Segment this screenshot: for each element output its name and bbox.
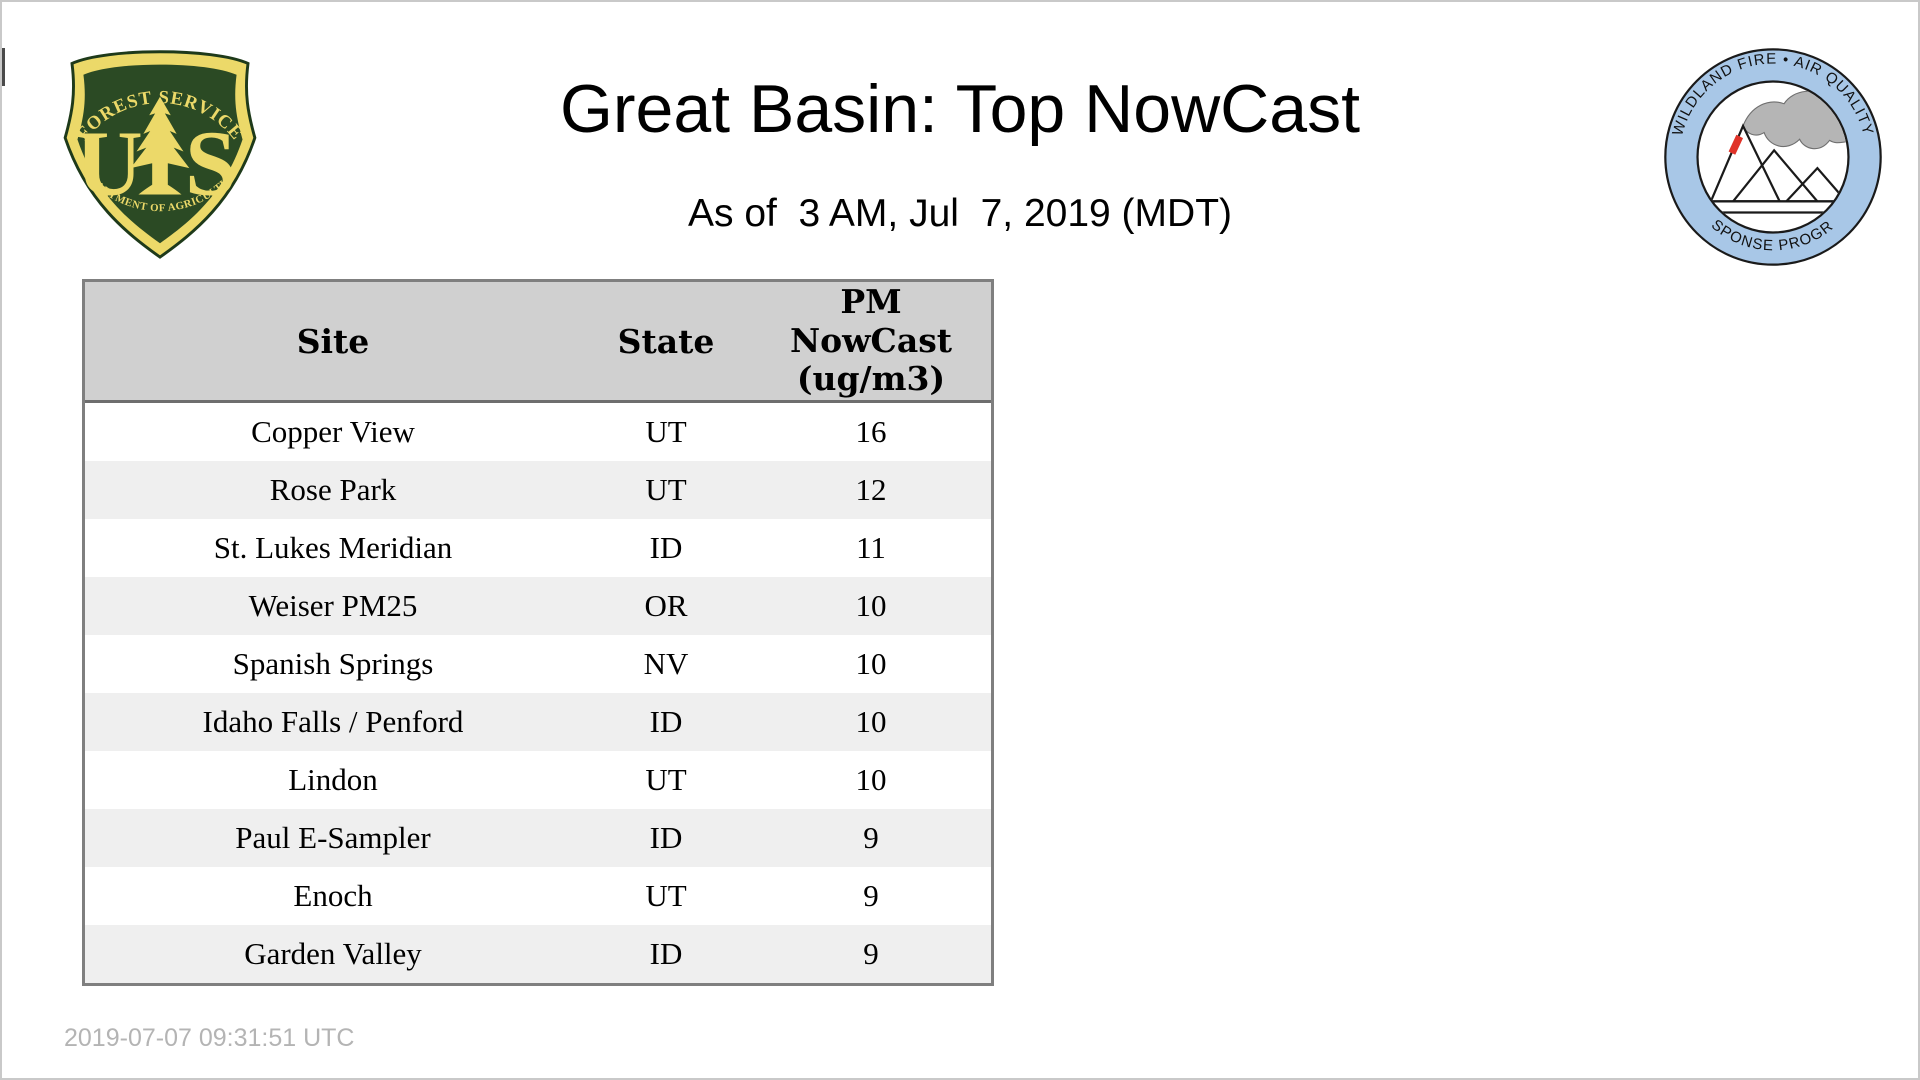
- table-row: Garden Valley ID 9: [85, 925, 991, 983]
- mountains-icon: [1701, 123, 1848, 214]
- site-cell: St. Lukes Meridian: [213, 530, 453, 565]
- page-title: Great Basin: Top NowCast: [560, 71, 1360, 147]
- table-row: Lindon UT 10: [85, 751, 991, 809]
- table-row: Idaho Falls / Penford ID 10: [85, 693, 991, 751]
- state-cell: UT: [645, 878, 687, 913]
- fire-mark-icon: [1728, 134, 1744, 155]
- state-cell: OR: [644, 588, 688, 623]
- pm-header-line: PM: [840, 281, 902, 321]
- state-cell: UT: [645, 414, 687, 449]
- pm-header-line: (ug/m3): [796, 359, 946, 399]
- state-cell: ID: [649, 704, 683, 739]
- site-cell: Garden Valley: [244, 936, 422, 971]
- site-cell: Idaho Falls / Penford: [202, 704, 464, 739]
- site-cell: Paul E-Sampler: [235, 820, 431, 855]
- forest-service-logo: FOREST SERVICE DEPARTMENT OF AGRICULTURE…: [58, 31, 258, 262]
- value-cell: 10: [855, 704, 887, 739]
- nowcast-table: Site State PM NowCast (ug/m3) Copper Vie…: [82, 279, 994, 986]
- value-cell: 12: [855, 472, 887, 507]
- state-cell: UT: [645, 762, 687, 797]
- site-cell: Rose Park: [269, 472, 397, 507]
- pm-header-line: NowCast: [789, 320, 953, 360]
- screen-edge-artifact: [2, 48, 5, 86]
- column-header-site: Site: [296, 321, 370, 361]
- state-cell: NV: [643, 646, 689, 681]
- generated-timestamp: 2019-07-07 09:31:51 UTC: [64, 1024, 355, 1052]
- site-cell: Enoch: [293, 878, 373, 913]
- value-cell: 9: [863, 936, 879, 971]
- page-subtitle: As of 3 AM, Jul 7, 2019 (MDT): [687, 192, 1233, 235]
- value-cell: 16: [855, 414, 887, 449]
- forest-service-letter-s: S: [185, 113, 237, 216]
- table-header-row: Site State PM NowCast (ug/m3): [85, 282, 991, 403]
- pine-tree-icon: [130, 96, 190, 195]
- state-cell: ID: [649, 820, 683, 855]
- site-cell: Lindon: [288, 762, 378, 797]
- site-cell: Weiser PM25: [248, 588, 418, 623]
- forest-service-letter-u: U: [76, 113, 143, 216]
- value-cell: 10: [855, 762, 887, 797]
- value-cell: 10: [855, 646, 887, 681]
- state-cell: UT: [645, 472, 687, 507]
- site-cell: Copper View: [251, 414, 415, 449]
- table-row: Weiser PM25 OR 10: [85, 577, 991, 635]
- column-header-pm-nowcast: PM NowCast (ug/m3): [751, 281, 991, 400]
- wfaqrp-badge-icon: WILDLAND FIRE • AIR QUALITY RESPONSE PRO…: [1655, 33, 1882, 266]
- table-row: St. Lukes Meridian ID 11: [85, 519, 991, 577]
- table-row: Paul E-Sampler ID 9: [85, 809, 991, 867]
- wfaqrp-logo: WILDLAND FIRE • AIR QUALITY RESPONSE PRO…: [1655, 33, 1884, 268]
- value-cell: 10: [855, 588, 887, 623]
- value-cell: 9: [863, 878, 879, 913]
- forest-service-shield-icon: FOREST SERVICE DEPARTMENT OF AGRICULTURE…: [58, 31, 257, 259]
- value-cell: 9: [863, 820, 879, 855]
- table-row: Copper View UT 16: [85, 403, 991, 461]
- table-row: Enoch UT 9: [85, 867, 991, 925]
- state-cell: ID: [649, 936, 683, 971]
- state-cell: ID: [649, 530, 683, 565]
- site-cell: Spanish Springs: [232, 646, 434, 681]
- value-cell: 11: [856, 530, 886, 565]
- column-header-state: State: [617, 321, 715, 361]
- table-row: Rose Park UT 12: [85, 461, 991, 519]
- table-row: Spanish Springs NV 10: [85, 635, 991, 693]
